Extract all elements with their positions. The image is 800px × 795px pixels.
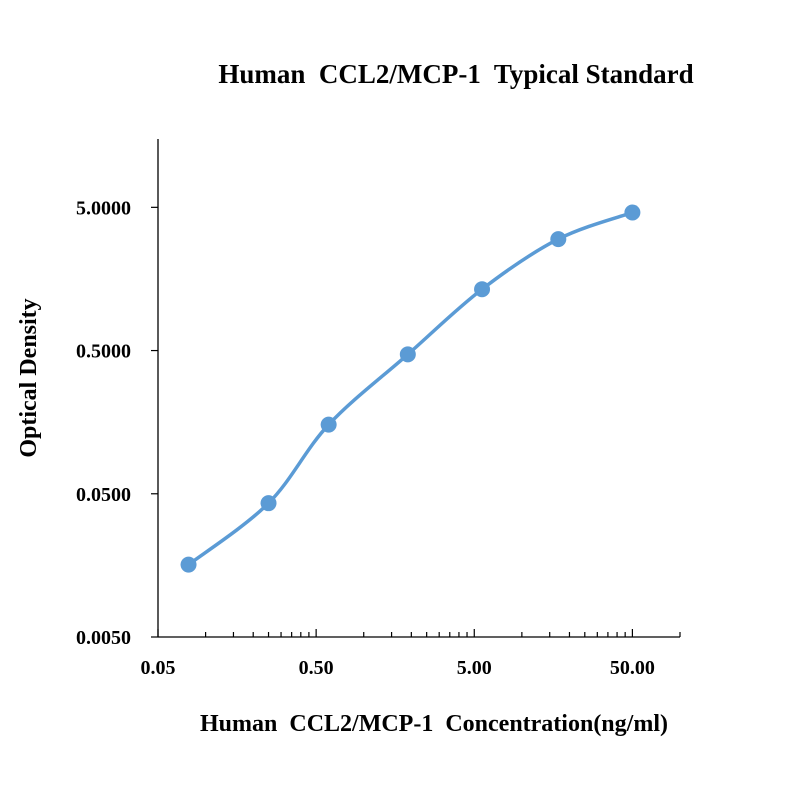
x-tick-label: 0.05 — [141, 657, 176, 679]
x-tick-label: 0.50 — [299, 657, 334, 679]
data-point — [399, 346, 416, 363]
x-axis-title: Human CCL2/MCP-1 Concentration(ng/ml) — [200, 711, 668, 737]
y-ticks: 0.0050 0.0500 0.5000 5.0000 — [76, 197, 158, 649]
x-ticks: 0.05 0.50 5.00 50.00 — [141, 629, 681, 679]
series-curve — [187, 210, 633, 567]
y-axis-title: Optical Density — [16, 298, 42, 457]
x-tick-label: 50.00 — [610, 657, 655, 679]
data-point — [624, 204, 641, 221]
y-tick-label: 0.0050 — [76, 627, 131, 649]
y-tick-label: 0.5000 — [76, 341, 131, 363]
data-point — [320, 416, 337, 433]
chart-title: Human CCL2/MCP-1 Typical Standard — [218, 59, 693, 89]
y-tick-label: 5.0000 — [76, 197, 131, 219]
data-point — [180, 556, 197, 573]
y-tick-label: 0.0500 — [76, 484, 131, 506]
data-point — [474, 281, 491, 298]
series-layer — [180, 204, 641, 573]
x-tick-label: 5.00 — [457, 657, 492, 679]
data-point — [260, 495, 277, 512]
data-point — [550, 231, 567, 248]
plot-area: 0.0050 0.0500 0.5000 5.0000 0.05 0.50 5.00 50.… — [76, 139, 681, 679]
